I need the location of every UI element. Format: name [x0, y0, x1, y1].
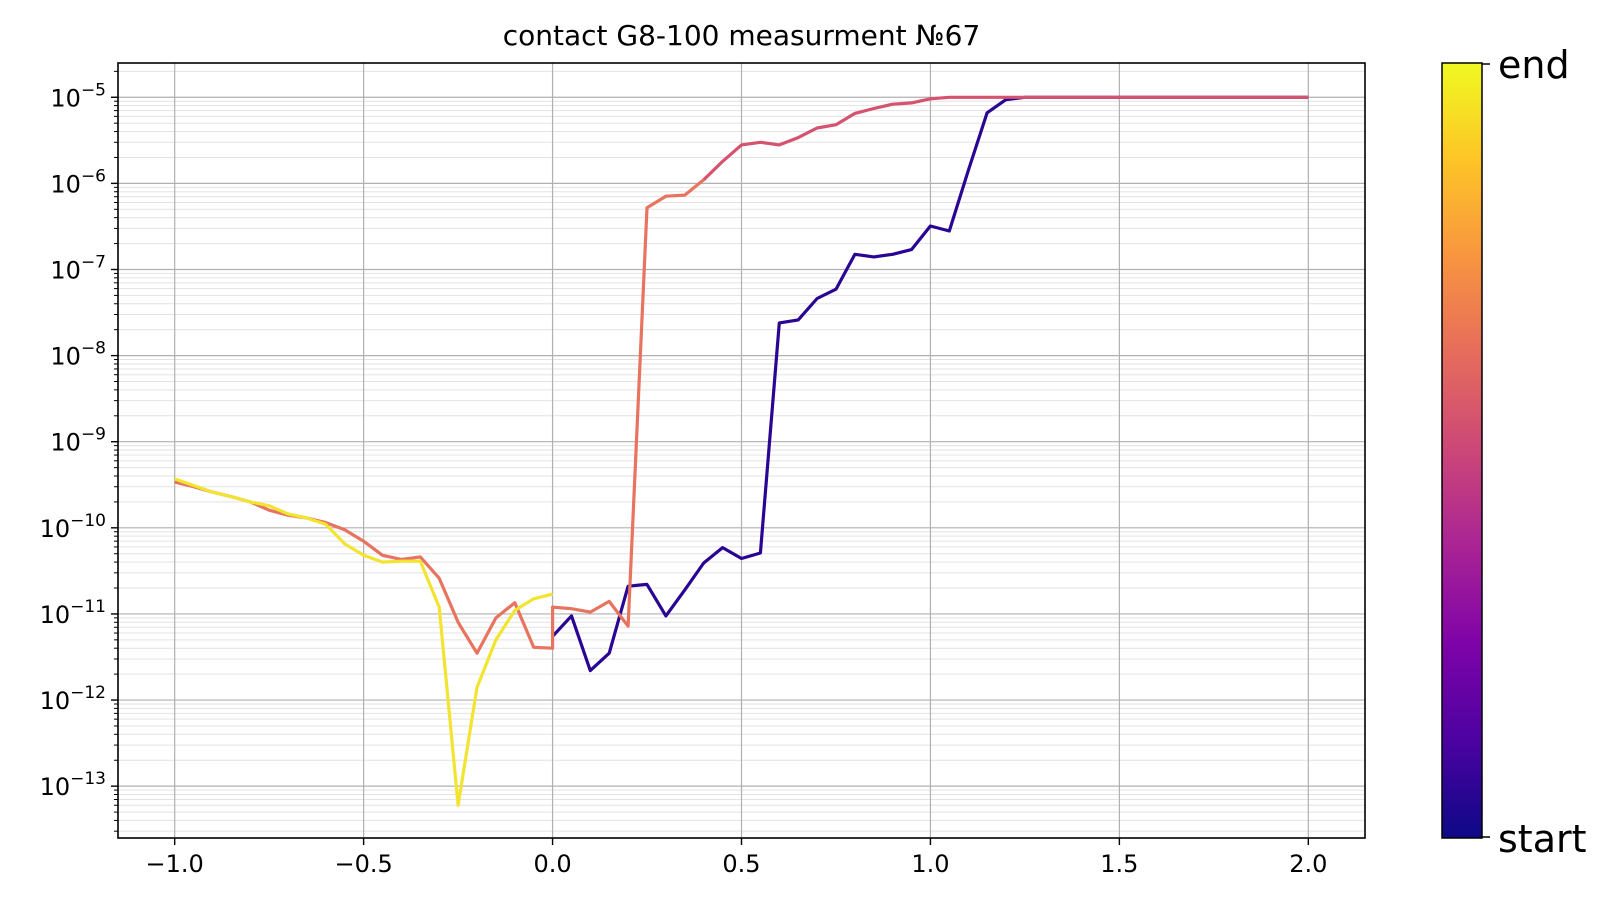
y-tick-label: 10−9 [50, 425, 106, 457]
x-tick-label: −1.0 [146, 850, 204, 878]
y-tick-label: 10−5 [50, 80, 106, 112]
y-tick-label: 10−10 [40, 511, 106, 543]
series-line-2 [702, 95, 1309, 181]
y-tick-label: 10−11 [40, 597, 106, 629]
colorbar-label-start: start [1498, 817, 1587, 861]
colorbar-label-end: end [1498, 43, 1570, 87]
x-tick-label: −0.5 [334, 850, 392, 878]
y-tick-label: 10−12 [40, 683, 106, 715]
x-tick-label: 2.0 [1289, 850, 1327, 878]
x-axis: −1.0 −0.5 0.0 0.5 1.0 1.5 2.0 [146, 838, 1327, 878]
series-layer [174, 95, 1309, 807]
major-gridlines [118, 63, 1365, 838]
y-tick-label: 10−8 [50, 339, 106, 371]
series-line-3 [174, 178, 705, 655]
y-tick-label: 10−13 [40, 769, 106, 801]
chart-title: contact G8-100 measurment №67 [503, 19, 981, 52]
colorbar-gradient [1441, 62, 1483, 839]
y-axis: 10−5 10−6 10−7 10−8 10−9 10−10 10−11 10−12 10−13 [40, 70, 118, 832]
y-tick-label: 10−6 [50, 166, 106, 198]
y-tick-label: 10−7 [50, 252, 106, 284]
x-tick-label: 0.5 [722, 850, 760, 878]
x-tick-label: 1.0 [911, 850, 949, 878]
x-tick-label: 1.5 [1100, 850, 1138, 878]
colorbar: end start [1441, 43, 1587, 861]
x-tick-label: 0.0 [533, 850, 571, 878]
series-line-4 [174, 477, 553, 807]
